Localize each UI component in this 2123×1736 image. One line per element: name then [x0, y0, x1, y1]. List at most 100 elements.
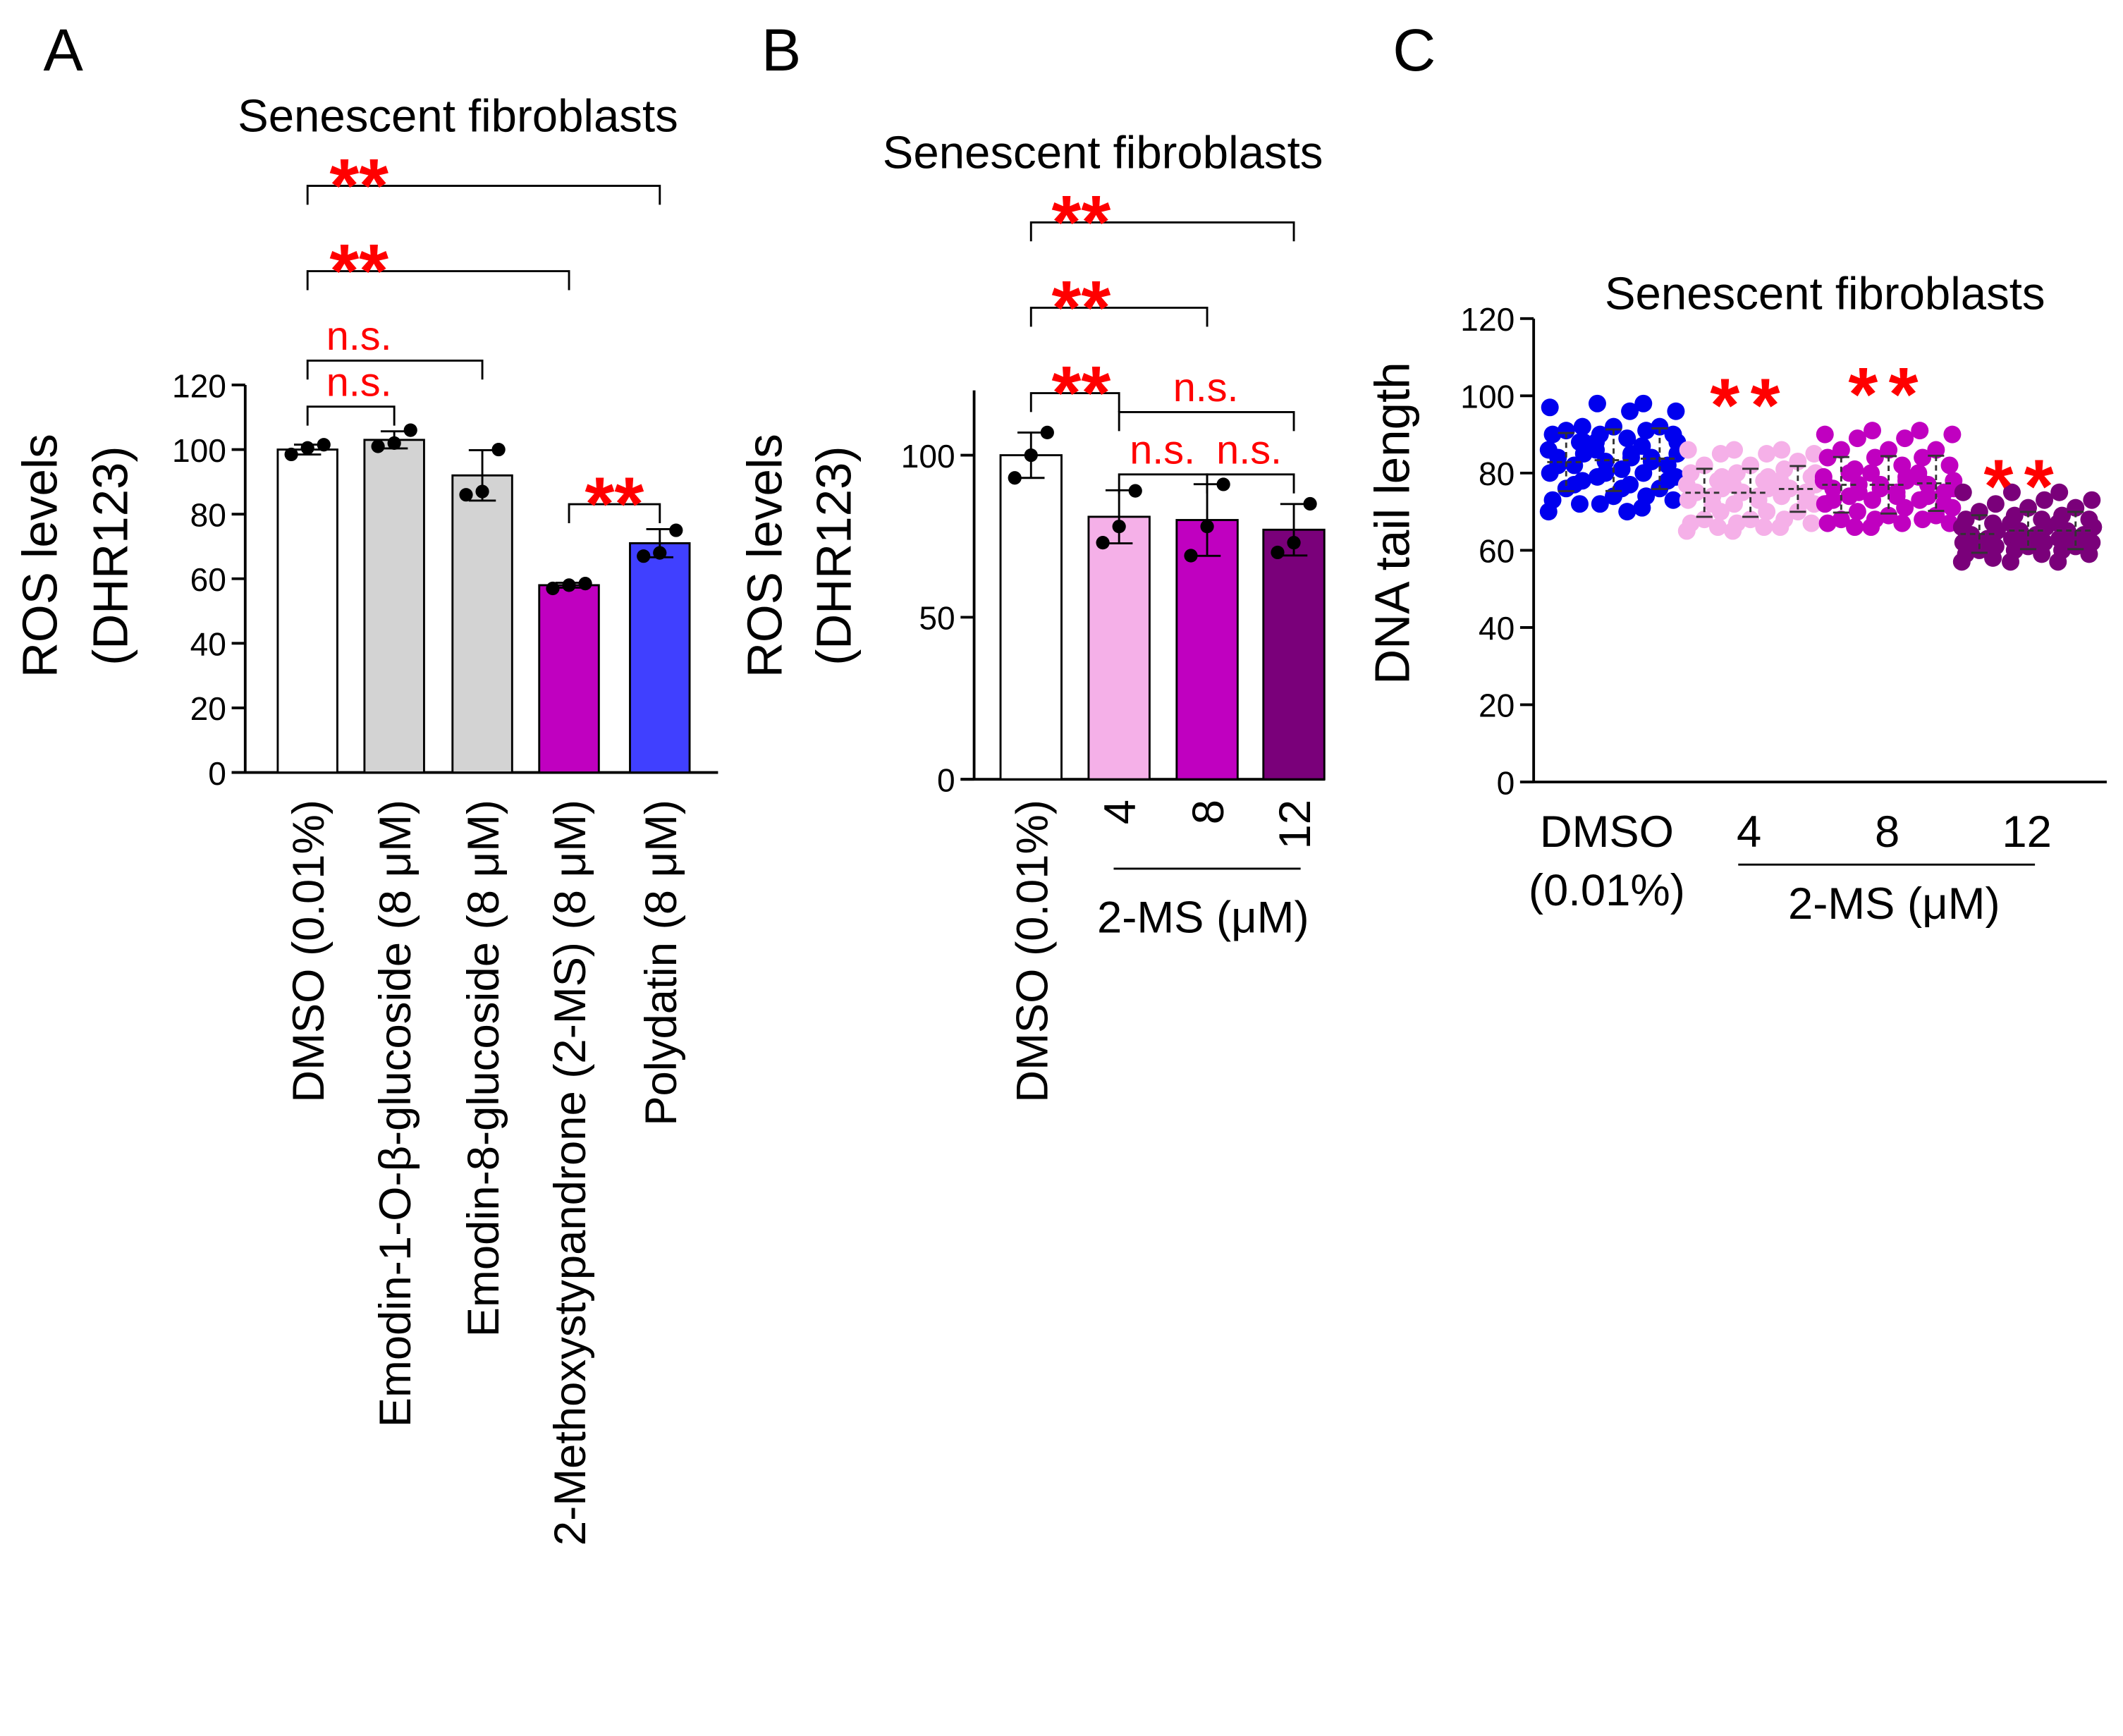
- chart-c-data-point: [1543, 425, 1562, 444]
- chart-c-data-point: [2036, 491, 2054, 509]
- chart-c-data-point: [2084, 518, 2103, 537]
- chart-b-data-point: [1216, 477, 1230, 491]
- chart-b-data-point: [1024, 448, 1038, 463]
- chart-b-category-label: 8: [1184, 800, 1233, 824]
- chart-c-data-point: [1818, 448, 1837, 467]
- chart-b-data-point: [1303, 496, 1317, 511]
- chart-c-data-point: [1914, 448, 1932, 467]
- chart-a-data-point: [578, 577, 592, 591]
- chart-c-data-point: [1724, 522, 1742, 540]
- chart-c-data-point: [1613, 460, 1631, 478]
- chart-a-y-tick-label: 100: [172, 432, 226, 469]
- chart-c-data-point: [2002, 553, 2020, 571]
- chart-c-data-point: [1667, 402, 1685, 420]
- chart-c-significance-label: **: [1848, 352, 1928, 436]
- chart-a-title: Senescent fibroblasts: [238, 90, 678, 142]
- chart-b-bar: [1262, 528, 1326, 781]
- chart-a-data-point: [300, 441, 314, 455]
- chart-c-data-point: [1613, 479, 1631, 498]
- chart-c-data-point: [1816, 425, 1834, 444]
- chart-a-significance-label: **: [585, 462, 644, 546]
- chart-c-y-tick-label: 0: [1497, 764, 1515, 801]
- chart-c-category-12: 12: [2002, 807, 2052, 857]
- chart-c-data-point: [1634, 394, 1653, 412]
- chart-c-data-point: [1802, 514, 1821, 532]
- chart-c-y-tick-label: 40: [1479, 610, 1515, 647]
- chart-c-data-point: [1832, 511, 1850, 529]
- chart-a-data-point: [562, 578, 576, 592]
- chart-b-title: Senescent fibroblasts: [883, 127, 1323, 178]
- chart-c-data-point: [1621, 402, 1639, 420]
- chart-c-data-point: [1618, 503, 1636, 521]
- chart-c-data-point: [1605, 417, 1623, 436]
- chart-a-y-tick-label: 120: [172, 367, 226, 404]
- chart-a-comparison-bracket: [568, 503, 661, 523]
- chart-c-data-point: [1758, 445, 1776, 463]
- chart-a-data-point: [371, 439, 385, 453]
- chart-a-comparison-bracket: [306, 270, 570, 291]
- chart-a-category-label: 2-Methoxystypandrone (2-MS) (8 μM): [546, 800, 595, 1546]
- chart-b-category-label: 4: [1096, 800, 1145, 824]
- chart-c-significance-label: **: [1710, 362, 1790, 447]
- chart-c-data-point: [1703, 495, 1722, 513]
- chart-c-y-tick-label: 20: [1479, 687, 1515, 724]
- chart-c-data-point: [1862, 518, 1880, 537]
- chart-a-significance-label: **: [329, 228, 388, 313]
- chart-c-data-point: [1771, 518, 1789, 537]
- chart-c-data-point: [1824, 491, 1842, 509]
- chart-b-significance-label: **: [1051, 350, 1111, 435]
- chart-b-significance-label: n.s.: [1216, 427, 1282, 472]
- chart-a-bar: [538, 584, 600, 774]
- chart-c-title: Senescent fibroblasts: [1605, 267, 2045, 319]
- chart-b-significance-label: **: [1051, 180, 1111, 264]
- chart-c-data-point: [1952, 553, 1971, 571]
- panel-a-chart: Senescent fibroblasts ROS levels (DHR123…: [13, 90, 718, 1546]
- chart-c-data-point: [1587, 433, 1605, 451]
- chart-c-y-tick-label: 100: [1460, 379, 1515, 415]
- chart-c-data-point: [2074, 533, 2093, 551]
- chart-c-data-point: [1711, 445, 1730, 463]
- chart-c-data-point: [1909, 467, 1928, 486]
- chart-c-category-dmso: DMSO: [1540, 807, 1674, 857]
- chart-a-y-tick-label: 0: [208, 755, 226, 792]
- chart-c-data-point: [1565, 475, 1584, 494]
- chart-b-y-tick-label: 50: [919, 600, 955, 637]
- chart-c-data-point: [1888, 487, 1906, 506]
- chart-c-data-point: [1954, 483, 1972, 501]
- chart-a-category-label: Emodin-8-glucoside (8 μM): [459, 800, 508, 1337]
- chart-b-category-label: 12: [1271, 800, 1320, 850]
- chart-c-data-point: [1848, 429, 1866, 448]
- chart-b-data-point: [1271, 545, 1285, 560]
- chart-a-data-point: [284, 447, 298, 462]
- chart-c-data-point: [1880, 506, 1898, 525]
- chart-c-group-label: 2-MS (μM): [1788, 879, 2000, 929]
- chart-c-data-point: [2058, 526, 2076, 544]
- chart-b-bar: [999, 454, 1063, 781]
- chart-c-data-point: [1988, 522, 2006, 540]
- chart-c-data-point: [1864, 422, 1882, 440]
- chart-c-data-point: [2027, 533, 2045, 551]
- chart-c-data-point: [1633, 499, 1651, 517]
- chart-c-data-point: [1848, 503, 1866, 521]
- chart-c-data-point: [2049, 553, 2067, 571]
- chart-a-data-point: [546, 581, 560, 596]
- chart-b-significance-label: **: [1051, 265, 1111, 350]
- chart-b-y-tick-label: 0: [937, 762, 955, 798]
- chart-c-data-point: [1846, 518, 1864, 537]
- chart-a-comparison-bracket: [306, 185, 661, 205]
- chart-c-data-point: [1658, 472, 1677, 490]
- chart-c-data-point: [1742, 511, 1760, 529]
- chart-c-data-point: [1755, 518, 1773, 537]
- chart-c-data-point: [1914, 511, 1932, 529]
- chart-a-significance-label: n.s.: [326, 360, 392, 405]
- chart-c-data-point: [1541, 398, 1559, 417]
- chart-b-data-point: [1112, 520, 1126, 534]
- chart-c-data-point: [1679, 441, 1697, 459]
- chart-b-comparison-bracket: [1118, 410, 1295, 432]
- chart-c-data-point: [1588, 394, 1606, 412]
- chart-a-data-point: [475, 484, 489, 499]
- chart-c-y-tick-label: 120: [1460, 301, 1515, 338]
- chart-a-ylabel-1: ROS levels: [13, 434, 68, 678]
- chart-b-bar: [1175, 519, 1239, 781]
